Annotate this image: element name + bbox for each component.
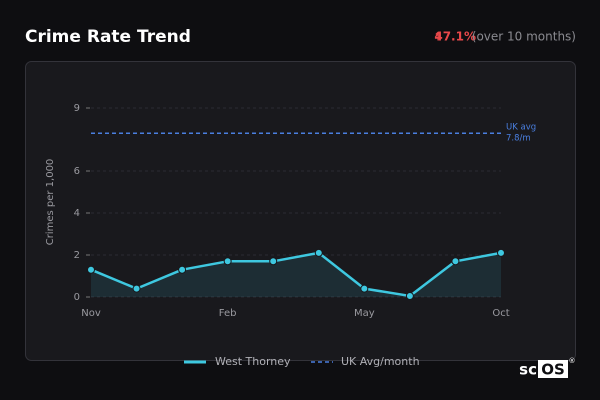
x-tick-label: Feb (219, 308, 237, 319)
point (451, 257, 460, 266)
point (87, 265, 95, 274)
y-tick-label: 4 (74, 208, 80, 219)
x-tick-label: Nov (81, 308, 101, 319)
point (178, 265, 187, 274)
logo-box (538, 360, 568, 378)
change-note: (over 10 months) (472, 30, 576, 44)
y-tick-label: 9 (74, 103, 80, 114)
legend-label: West Thorney (215, 355, 291, 368)
point (269, 257, 278, 266)
point (497, 248, 505, 257)
y-tick-label: 6 (74, 166, 80, 177)
x-tick-label: Oct (492, 308, 509, 319)
point (223, 257, 232, 266)
legend-label: UK Avg/month (341, 355, 420, 368)
point (405, 291, 414, 300)
chart-title: Crime Rate Trend (25, 27, 191, 47)
x-tick-label: May (354, 308, 375, 319)
point (314, 248, 323, 257)
up-arrow: ↑ (433, 30, 443, 44)
logo-mark: ® (569, 357, 576, 365)
series-line (90, 251, 502, 298)
card (25, 61, 576, 361)
y-tick-label: 2 (74, 250, 80, 261)
y-tick-label: 0 (74, 292, 80, 303)
point (360, 284, 369, 293)
reference-label: UK avg (506, 123, 536, 133)
logo: sc (519, 361, 537, 379)
reference-label: 7.8/m (506, 134, 531, 144)
y-axis-label: Crimes per 1,000 (45, 159, 56, 246)
logo: OS (541, 361, 565, 379)
change-value: 47.1% (434, 30, 476, 44)
area (91, 252, 501, 297)
point (132, 284, 141, 293)
